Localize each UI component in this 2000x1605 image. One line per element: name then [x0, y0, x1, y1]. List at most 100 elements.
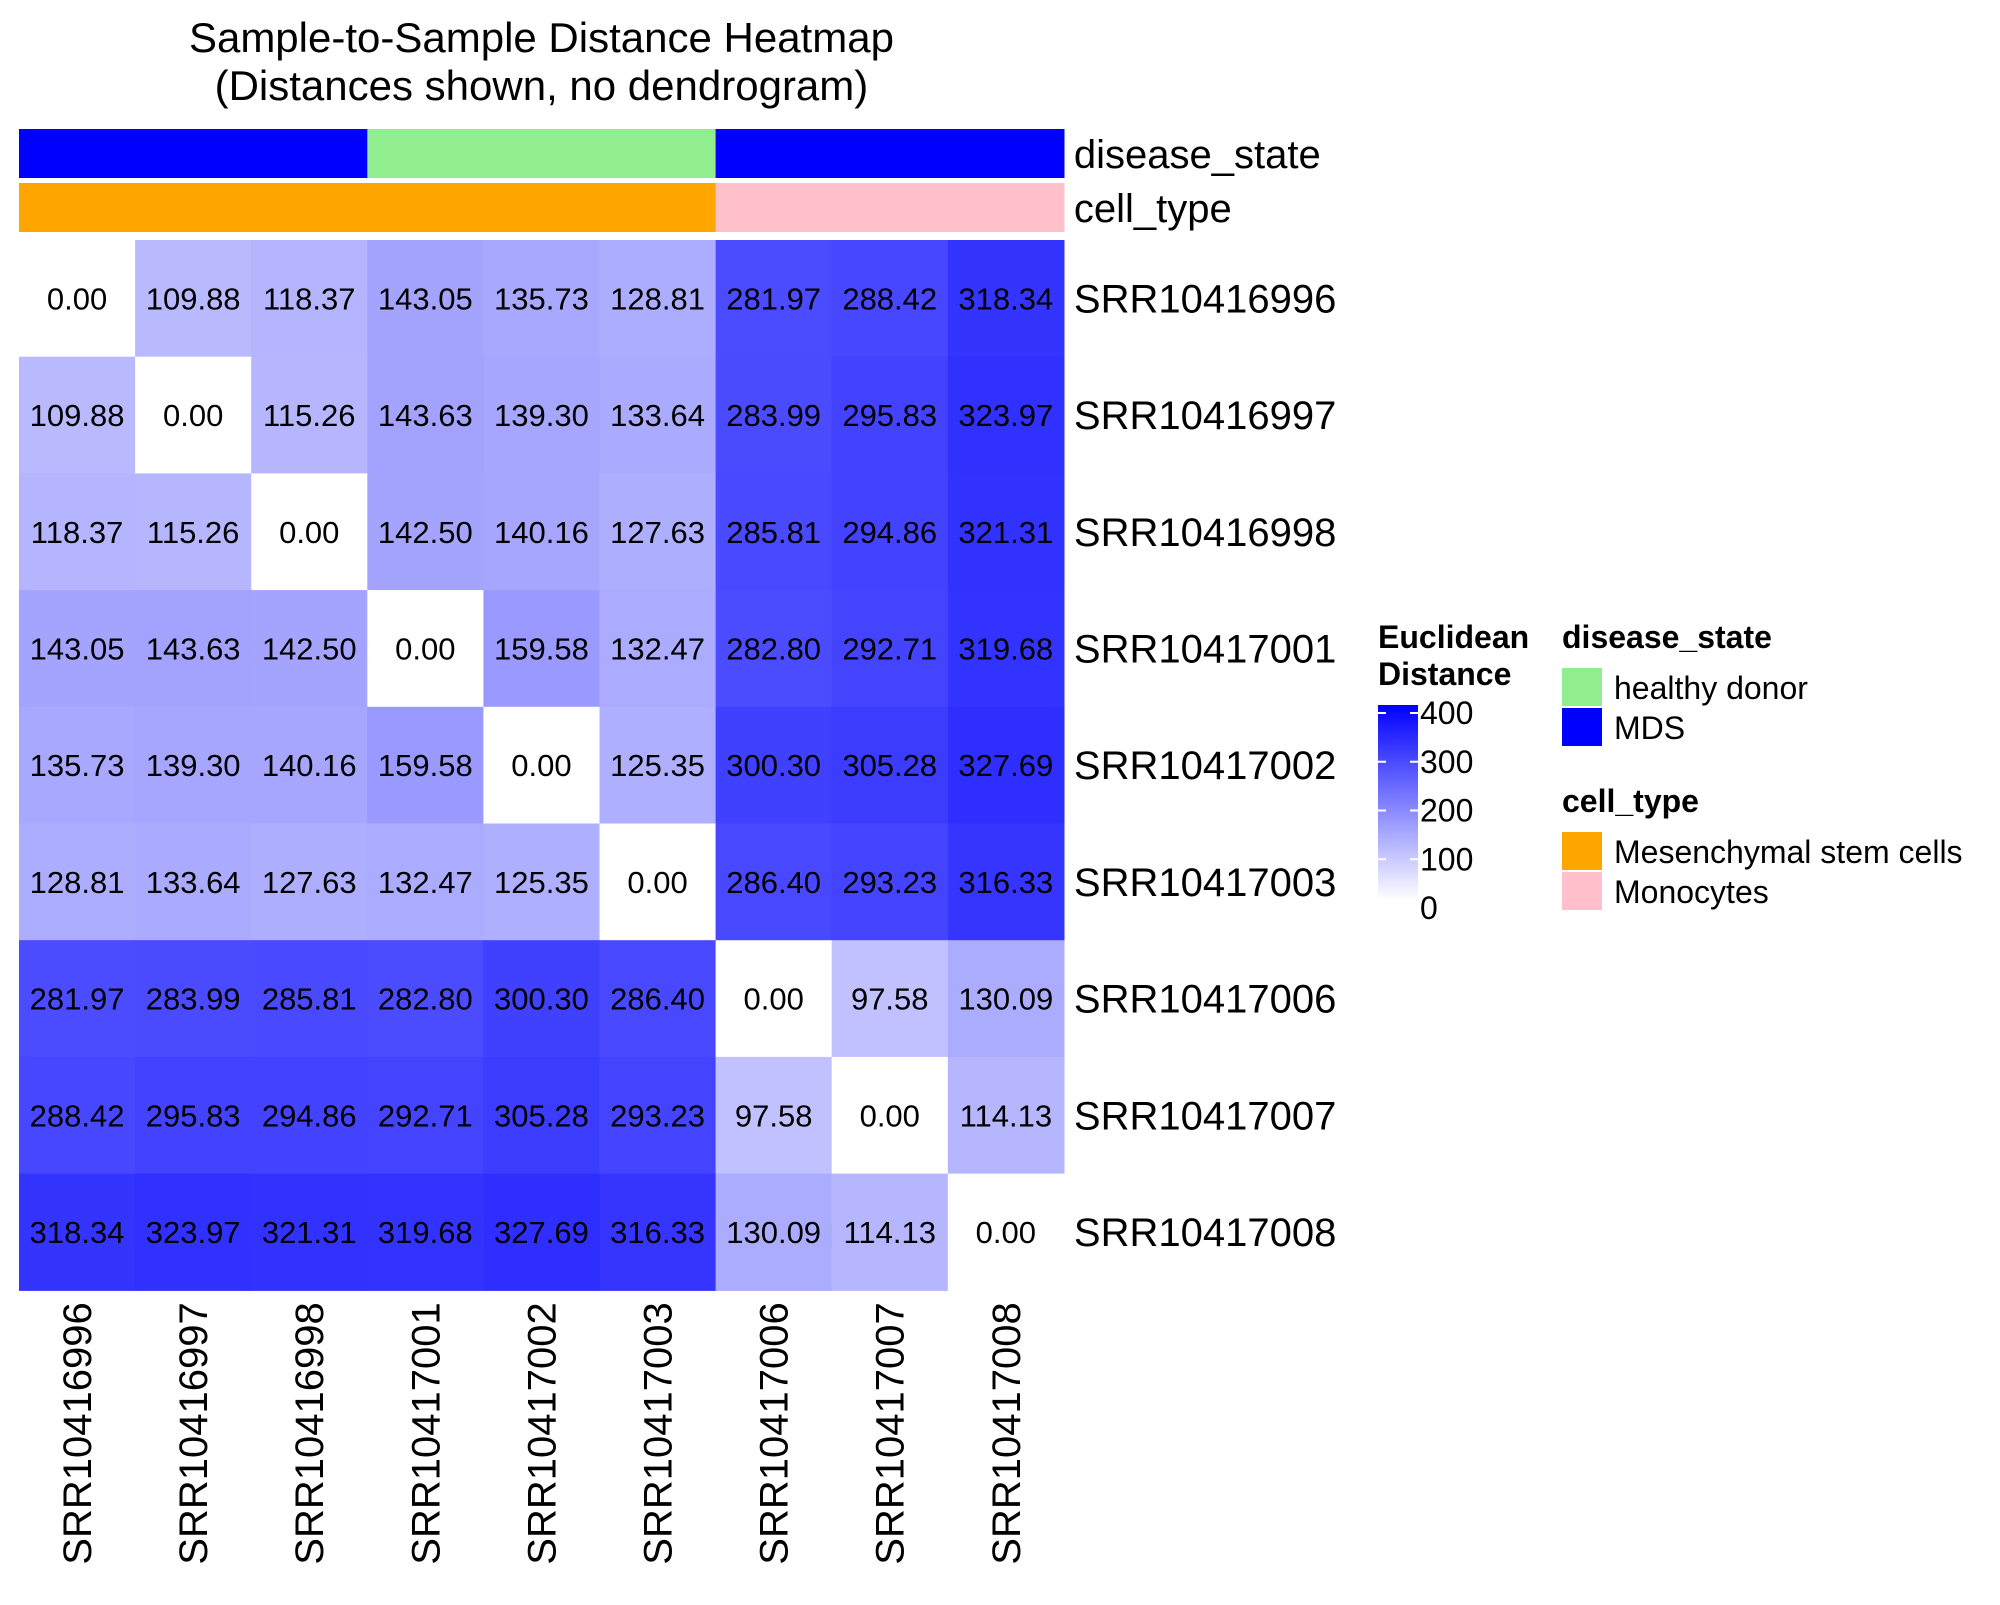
cell-value-label: 139.30: [494, 398, 589, 433]
row-label: SRR10417001: [1074, 627, 1336, 671]
heatmap-cell: [19, 473, 136, 591]
cell-value-label: 327.69: [958, 748, 1053, 783]
color-scale-tick-label: 400: [1420, 695, 1473, 731]
cell-value-label: 281.97: [30, 982, 125, 1017]
column-label: SRR10417003: [637, 1302, 681, 1564]
column-label: SRR10416996: [56, 1302, 100, 1564]
heatmap-cell: [483, 1056, 601, 1175]
annotation-cell-cell_type: [831, 183, 949, 232]
heatmap-cell: [367, 240, 484, 358]
column-label: SRR10417006: [753, 1302, 797, 1564]
heatmap-cell: [135, 590, 252, 708]
cell-value-label: 0.00: [743, 982, 803, 1017]
annotation-bars: disease_state cell_type: [19, 129, 1321, 232]
heatmap-cell: [367, 823, 484, 941]
cell-value-label: 125.35: [610, 748, 705, 783]
color-scale-title: Distance: [1378, 656, 1511, 692]
heatmap-cell: [599, 1056, 717, 1175]
heatmap-cell: [947, 1056, 1065, 1175]
cell-value-label: 305.28: [494, 1098, 589, 1133]
row-label: SRR10417008: [1074, 1211, 1336, 1255]
row-label: SRR10416996: [1074, 277, 1336, 321]
cell-value-label: 300.30: [494, 982, 589, 1017]
column-label: SRR10417002: [520, 1302, 564, 1564]
chart-title: Sample-to-Sample Distance Heatmap(Distan…: [189, 14, 894, 109]
cell-value-label: 97.58: [851, 982, 929, 1017]
heatmap-cell: [599, 240, 717, 358]
heatmap-cell: [831, 590, 949, 708]
cell-value-label: 125.35: [494, 865, 589, 900]
row-label: SRR10417006: [1074, 978, 1336, 1022]
cell-value-label: 305.28: [842, 748, 937, 783]
annotation-label-cell_type: cell_type: [1074, 187, 1232, 231]
cell-value-label: 135.73: [30, 748, 125, 783]
cell-value-label: 128.81: [30, 865, 125, 900]
cell-value-label: 282.80: [378, 982, 473, 1017]
subtitle-text: (Distances shown, no dendrogram): [215, 62, 869, 109]
cell-value-label: 318.34: [958, 281, 1053, 316]
heatmap-cell: [947, 940, 1065, 1058]
heatmap-cell: [135, 240, 252, 358]
row-label: SRR10417007: [1074, 1094, 1336, 1138]
heatmap-cell: [251, 940, 368, 1058]
annotation-cell-disease_state: [831, 129, 949, 178]
heatmap-cell: [715, 590, 833, 708]
cell-value-label: 135.73: [494, 281, 589, 316]
color-scale-tick-label: 200: [1420, 793, 1473, 829]
heatmap-cell: [367, 590, 484, 708]
cell-value-label: 0.00: [163, 398, 223, 433]
color-scale-tick-label: 100: [1420, 841, 1473, 877]
heatmap-cell: [831, 706, 949, 825]
cell-value-label: 115.26: [263, 398, 356, 433]
cell-value-label: 109.88: [146, 281, 241, 316]
heatmap-cell: [19, 590, 136, 708]
heatmap-cell: [715, 1056, 833, 1175]
cell-value-label: 292.71: [378, 1098, 473, 1133]
annotation-cell-cell_type: [483, 183, 601, 232]
cell-value-label: 295.83: [842, 398, 937, 433]
heatmap-cell: [19, 240, 136, 358]
cell-value-label: 114.13: [960, 1098, 1053, 1133]
legend-item-label: Mesenchymal stem cells: [1614, 834, 1963, 870]
cell-value-label: 0.00: [976, 1215, 1036, 1250]
legend-item-label: healthy donor: [1614, 670, 1808, 706]
annotation-cell-disease_state: [947, 129, 1065, 178]
cell-value-label: 143.63: [146, 631, 241, 666]
column-labels: SRR10416996 SRR10416997 SRR10416998 SRR1041…: [56, 1302, 1029, 1564]
cell-value-label: 0.00: [279, 515, 339, 550]
heatmap-cell: [715, 823, 833, 941]
cell-value-label: 109.88: [30, 398, 125, 433]
cell-value-label: 143.05: [30, 631, 125, 666]
heatmap-cell: [947, 356, 1065, 474]
heatmap-cell: [251, 1173, 368, 1291]
cell-value-label: 293.23: [842, 865, 937, 900]
annotation-cell-disease_state: [483, 129, 601, 178]
annotation-cell-cell_type: [715, 183, 833, 232]
cell-value-label: 132.47: [610, 631, 705, 666]
cell-value-label: 292.71: [842, 631, 937, 666]
color-scale-tick-label: 300: [1420, 744, 1473, 780]
cell-value-label: 321.31: [958, 515, 1053, 550]
heatmap-cell: [19, 823, 136, 941]
color-scale-title: Euclidean: [1378, 619, 1529, 655]
heatmap-cell: [251, 823, 368, 941]
heatmap-cell: [483, 706, 601, 825]
legend-swatch: [1562, 872, 1602, 910]
legend-swatch: [1562, 708, 1602, 746]
heatmap-cell: [367, 356, 484, 474]
heatmap-cell: [19, 706, 136, 825]
color-scale-tick-label: 0: [1420, 890, 1438, 926]
heatmap-cell: [599, 473, 717, 591]
row-labels: SRR10416996 SRR10416997 SRR10416998 SRR1041…: [1074, 277, 1336, 1255]
legend-swatch: [1562, 668, 1602, 706]
heatmap-cells: 0.00 109.88 118.37 143.05 135.73 128.81 281.97…: [19, 240, 1065, 1291]
cell-value-label: 294.86: [842, 515, 937, 550]
heatmap-cell: [135, 356, 252, 474]
title-text: Sample-to-Sample Distance Heatmap: [189, 14, 894, 61]
heatmap-cell: [831, 473, 949, 591]
cell-value-label: 323.97: [958, 398, 1053, 433]
heatmap-cell: [599, 356, 717, 474]
heatmap-cell: [19, 356, 136, 474]
